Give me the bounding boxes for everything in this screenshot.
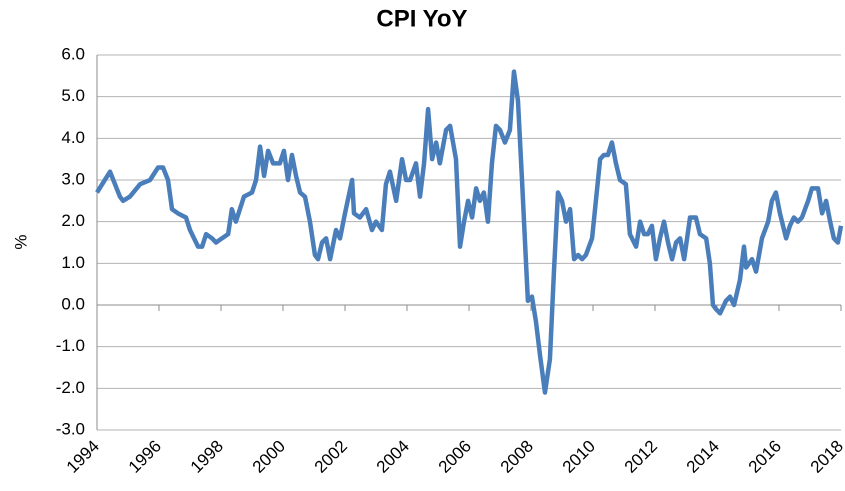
y-tick-label: 1.0 xyxy=(61,253,85,272)
x-tick-label: 2010 xyxy=(559,437,599,477)
y-tick-label: -1.0 xyxy=(56,336,85,355)
x-tick-label: 2012 xyxy=(621,437,661,477)
line-series xyxy=(95,69,844,395)
x-tick-label: 2006 xyxy=(435,437,475,477)
y-tick-label: 2.0 xyxy=(61,211,85,230)
x-tick-label: 2014 xyxy=(683,437,723,477)
y-tick-label: 5.0 xyxy=(61,86,85,105)
y-tick-label: -3.0 xyxy=(56,419,85,438)
y-tick-label: 4.0 xyxy=(61,128,85,147)
y-tick-label: 6.0 xyxy=(61,44,85,63)
x-tick-label: 2000 xyxy=(249,437,289,477)
x-tick-label: 2016 xyxy=(745,437,785,477)
x-tick-label: 1996 xyxy=(125,437,165,477)
y-tick-label: 0.0 xyxy=(61,294,85,313)
y-tick-label: -2.0 xyxy=(56,378,85,397)
x-tick-label: 1998 xyxy=(187,437,227,477)
y-tick-label: 3.0 xyxy=(61,169,85,188)
x-tick-label: 1994 xyxy=(63,437,103,477)
x-tick-label: 2004 xyxy=(373,437,413,477)
x-tick-label: 2002 xyxy=(311,437,351,477)
chart-title: CPI YoY xyxy=(376,5,467,32)
y-axis-label: % xyxy=(11,234,30,249)
x-tick-label: 2018 xyxy=(807,437,845,477)
x-tick-label: 2008 xyxy=(497,437,537,477)
